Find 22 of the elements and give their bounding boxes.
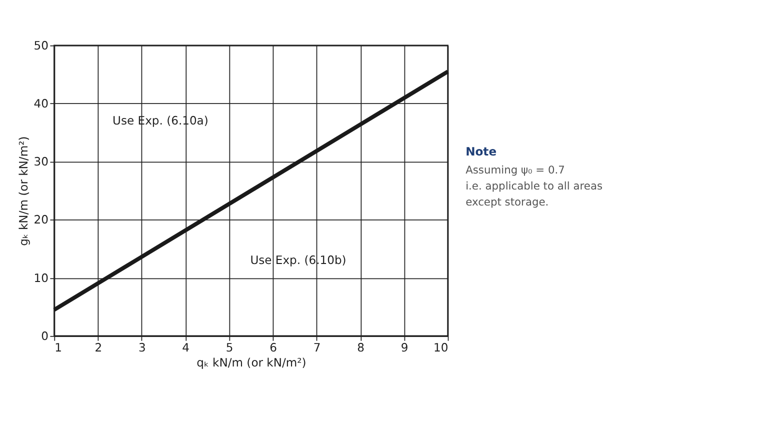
- y-tick-label: 50: [34, 38, 48, 52]
- y-axis-title: gₖ kN/m (or kN/m²): [16, 136, 31, 246]
- y-tick-label: 10: [34, 270, 48, 285]
- x-tick-label: 5: [226, 340, 234, 354]
- text: Assuming ψ₀ = 0.7: [466, 163, 565, 176]
- text: except storage.: [466, 195, 549, 208]
- x-tick-label: 1: [54, 340, 62, 354]
- x-tick-label: 9: [400, 340, 408, 354]
- x-tick-label: 4: [182, 340, 190, 354]
- x-axis-title: qₖ kN/m (or kN/m²): [196, 356, 306, 370]
- x-tick-label: 6: [270, 340, 277, 354]
- text: Note: [466, 144, 497, 159]
- x-tick-label: 7: [313, 340, 321, 354]
- y-tick-label: 20: [34, 212, 48, 227]
- y-tick-label: 40: [34, 96, 48, 111]
- y-tick-label: 0: [41, 328, 48, 343]
- x-tick-label: 8: [357, 340, 364, 354]
- x-tick-label: 10: [434, 340, 448, 354]
- y-tick-label: 30: [34, 154, 48, 169]
- text: i.e. applicable to all areas: [466, 179, 603, 192]
- x-tick-label: 3: [138, 340, 146, 354]
- x-tick-label: 2: [94, 340, 102, 354]
